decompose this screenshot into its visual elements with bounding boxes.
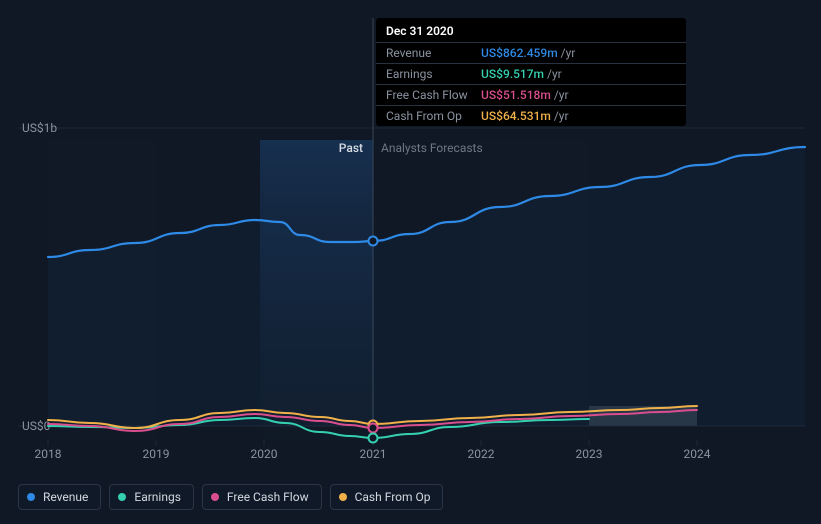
tooltip-suffix: /yr bbox=[561, 46, 576, 60]
series-marker-earnings bbox=[369, 434, 378, 443]
tooltip-value: US$51.518m bbox=[481, 88, 551, 102]
tooltip-label: Free Cash Flow bbox=[386, 88, 481, 102]
legend-label: Earnings bbox=[134, 490, 181, 504]
tooltip-row: EarningsUS$9.517m/yr bbox=[376, 63, 686, 84]
tooltip-value: US$9.517m bbox=[481, 67, 544, 81]
tooltip-row: Free Cash FlowUS$51.518m/yr bbox=[376, 84, 686, 105]
tooltip-label: Revenue bbox=[386, 46, 481, 60]
legend-item-earnings[interactable]: Earnings bbox=[109, 484, 194, 510]
chart-tooltip: Dec 31 2020 RevenueUS$862.459m/yrEarning… bbox=[376, 18, 686, 126]
tooltip-date: Dec 31 2020 bbox=[376, 24, 686, 42]
legend-dot-icon bbox=[118, 493, 126, 501]
legend-item-free_cash_flow[interactable]: Free Cash Flow bbox=[202, 484, 322, 510]
series-marker-revenue bbox=[369, 237, 378, 246]
x-tick-label: 2018 bbox=[35, 447, 62, 461]
y-tick-label: US$1b bbox=[22, 121, 57, 135]
series-marker-free_cash_flow bbox=[369, 424, 378, 433]
x-tick-label: 2023 bbox=[576, 447, 603, 461]
tooltip-suffix: /yr bbox=[554, 109, 569, 123]
x-tick-label: 2019 bbox=[143, 447, 170, 461]
tooltip-suffix: /yr bbox=[547, 67, 562, 81]
legend-label: Cash From Op bbox=[355, 490, 431, 504]
chart-legend: Revenue Earnings Free Cash Flow Cash From O… bbox=[18, 484, 443, 510]
legend-item-cash_from_op[interactable]: Cash From Op bbox=[330, 484, 444, 510]
tooltip-row: RevenueUS$862.459m/yr bbox=[376, 42, 686, 63]
x-tick-label: 2024 bbox=[684, 447, 711, 461]
y-tick-label: US$0 bbox=[22, 419, 51, 433]
tooltip-label: Cash From Op bbox=[386, 109, 481, 123]
section-label-forecast: Analysts Forecasts bbox=[381, 141, 483, 155]
x-tick-label: 2022 bbox=[468, 447, 495, 461]
legend-label: Free Cash Flow bbox=[227, 490, 309, 504]
tooltip-value: US$862.459m bbox=[481, 46, 558, 60]
legend-label: Revenue bbox=[43, 490, 88, 504]
x-tick-label: 2021 bbox=[360, 447, 387, 461]
legend-item-revenue[interactable]: Revenue bbox=[18, 484, 101, 510]
tooltip-value: US$64.531m bbox=[481, 109, 551, 123]
legend-dot-icon bbox=[211, 493, 219, 501]
x-tick-label: 2020 bbox=[251, 447, 278, 461]
tooltip-suffix: /yr bbox=[554, 88, 569, 102]
legend-dot-icon bbox=[339, 493, 347, 501]
section-label-past: Past bbox=[339, 141, 363, 155]
tooltip-label: Earnings bbox=[386, 67, 481, 81]
legend-dot-icon bbox=[27, 493, 35, 501]
tooltip-row: Cash From OpUS$64.531m/yr bbox=[376, 105, 686, 126]
